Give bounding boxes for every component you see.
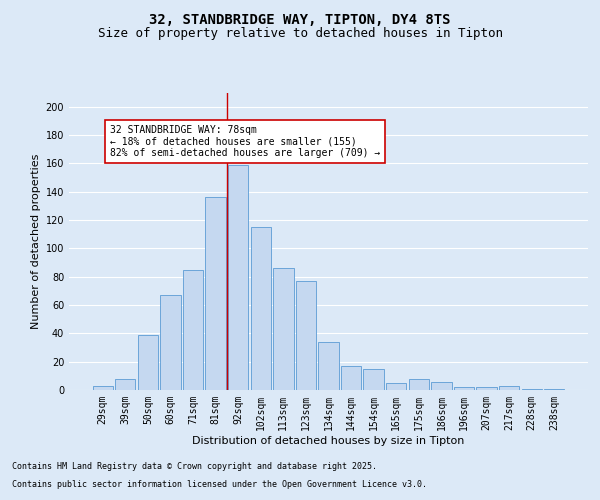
Bar: [160, 295, 181, 390]
Bar: [454, 387, 474, 390]
Bar: [319, 342, 338, 390]
Bar: [296, 281, 316, 390]
Bar: [138, 335, 158, 390]
Text: Contains HM Land Registry data © Crown copyright and database right 2025.: Contains HM Land Registry data © Crown c…: [12, 462, 377, 471]
Text: Contains public sector information licensed under the Open Government Licence v3: Contains public sector information licen…: [12, 480, 427, 489]
X-axis label: Distribution of detached houses by size in Tipton: Distribution of detached houses by size …: [193, 436, 464, 446]
Bar: [228, 165, 248, 390]
Bar: [544, 388, 565, 390]
Bar: [92, 386, 113, 390]
Text: 32, STANDBRIDGE WAY, TIPTON, DY4 8TS: 32, STANDBRIDGE WAY, TIPTON, DY4 8TS: [149, 12, 451, 26]
Bar: [431, 382, 452, 390]
Bar: [409, 378, 429, 390]
Bar: [499, 386, 519, 390]
Text: Size of property relative to detached houses in Tipton: Size of property relative to detached ho…: [97, 28, 503, 40]
Bar: [115, 378, 136, 390]
Bar: [521, 388, 542, 390]
Bar: [205, 198, 226, 390]
Text: 32 STANDBRIDGE WAY: 78sqm
← 18% of detached houses are smaller (155)
82% of semi: 32 STANDBRIDGE WAY: 78sqm ← 18% of detac…: [110, 125, 380, 158]
Bar: [183, 270, 203, 390]
Bar: [386, 383, 406, 390]
Bar: [341, 366, 361, 390]
Bar: [251, 227, 271, 390]
Bar: [364, 369, 384, 390]
Y-axis label: Number of detached properties: Number of detached properties: [31, 154, 41, 329]
Bar: [273, 268, 293, 390]
Bar: [476, 387, 497, 390]
